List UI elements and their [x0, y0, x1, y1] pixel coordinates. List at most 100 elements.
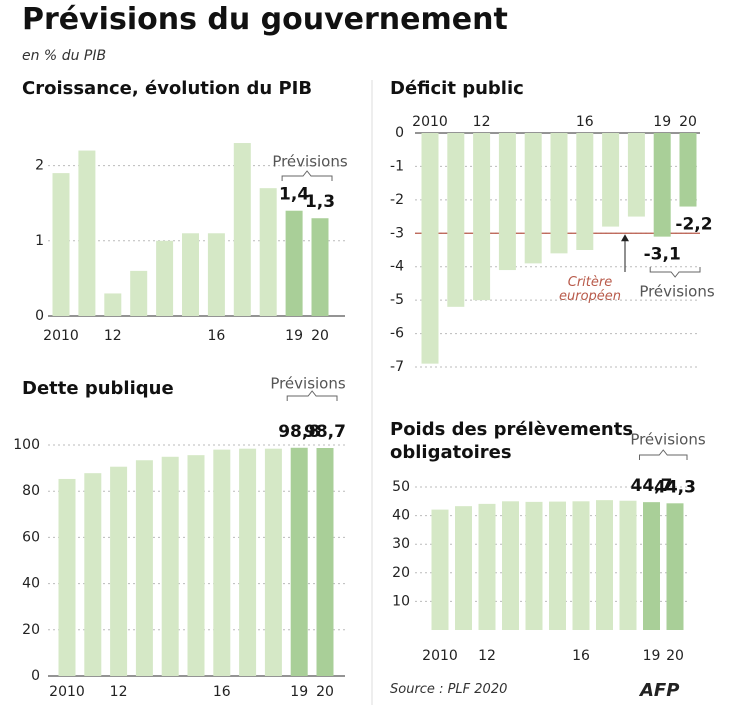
x-tick-label: 2010 [49, 684, 85, 700]
bar [156, 240, 174, 316]
annotation: Prévisions [630, 431, 706, 449]
bar [264, 448, 282, 676]
bar [135, 460, 153, 676]
bar [455, 506, 472, 630]
x-tick-label: 2010 [43, 328, 79, 344]
bar [602, 133, 620, 227]
source: Source : PLF 2020 [390, 682, 508, 697]
bar [290, 447, 308, 676]
bar [576, 133, 594, 250]
y-tick-label: -6 [390, 326, 404, 342]
value-label: 44,3 [654, 477, 696, 497]
x-tick-label: 20 [316, 684, 334, 700]
y-tick-label: 30 [392, 536, 410, 552]
bar [110, 466, 128, 676]
x-tick-label: 12 [473, 114, 491, 130]
bar [130, 270, 148, 316]
bar [549, 501, 566, 630]
main-title: Prévisions du gouvernement [22, 2, 508, 37]
value-label: 1,3 [305, 192, 335, 212]
panel-title: Croissance, évolution du PIB [22, 78, 313, 99]
bar [643, 502, 660, 630]
y-tick-label: -3 [390, 225, 404, 241]
bar [502, 501, 519, 630]
x-tick-label: 16 [576, 114, 594, 130]
bar [285, 210, 303, 316]
y-tick-label: -2 [390, 192, 404, 208]
x-tick-label: 16 [213, 684, 231, 700]
bar [572, 501, 590, 630]
bar [259, 188, 277, 316]
bar [421, 133, 439, 364]
panel-title: Poids des prélèvements obligatoires [390, 419, 634, 463]
bar [84, 473, 102, 676]
x-tick-label: 16 [572, 648, 590, 664]
y-tick-label: 10 [392, 593, 410, 609]
x-tick-label: 20 [666, 648, 684, 664]
y-tick-label: -7 [390, 359, 404, 375]
y-tick-label: 40 [22, 576, 40, 592]
value-label: -2,2 [675, 215, 712, 235]
value-label: 44,7 [631, 476, 673, 496]
bar [239, 448, 257, 676]
x-tick-label: 12 [104, 328, 122, 344]
x-tick-label: 16 [207, 328, 225, 344]
bar [182, 233, 199, 316]
bar [498, 133, 516, 271]
y-tick-label: 2 [35, 158, 44, 174]
x-tick-label: 19 [290, 684, 308, 700]
panel-title: Dette publique [22, 378, 174, 399]
y-tick-label: -1 [390, 158, 404, 174]
forecast-bracket [639, 449, 688, 460]
bar [316, 448, 334, 676]
y-tick-label: 0 [35, 308, 44, 324]
value-label: 98,7 [304, 422, 346, 442]
x-tick-label: 20 [679, 114, 697, 130]
bar [187, 455, 205, 676]
y-tick-label: 20 [392, 565, 410, 581]
x-tick-label: 19 [653, 114, 671, 130]
credit: AFP [640, 680, 680, 701]
y-tick-label: 50 [392, 479, 410, 495]
x-tick-label: 19 [285, 328, 303, 344]
bar [596, 500, 613, 630]
y-tick-label: 0 [31, 668, 40, 684]
bar [161, 456, 179, 676]
bar [679, 133, 697, 207]
y-tick-label: -4 [390, 259, 404, 275]
x-tick-label: 19 [643, 648, 661, 664]
x-tick-label: 2010 [412, 114, 448, 130]
y-tick-label: 1 [35, 233, 44, 249]
bar [473, 133, 491, 301]
annotation: Prévisions [272, 153, 348, 171]
y-tick-label: -5 [390, 292, 404, 308]
x-tick-label: 2010 [422, 648, 458, 664]
annotation: Prévisions [270, 375, 346, 393]
bar [627, 133, 645, 217]
value-label: -3,1 [644, 245, 681, 265]
bar [447, 133, 465, 307]
bar [207, 233, 225, 316]
value-label: 1,4 [279, 185, 309, 205]
bar [233, 143, 251, 316]
bar [653, 133, 671, 237]
y-tick-label: 60 [22, 529, 40, 545]
subtitle: en % du PIB [22, 48, 107, 64]
bar [550, 133, 568, 254]
bar [478, 503, 496, 630]
y-tick-label: 100 [13, 437, 40, 453]
bar [524, 133, 542, 264]
bar [104, 293, 122, 316]
x-tick-label: 20 [311, 328, 329, 344]
bar [58, 478, 76, 676]
forecast-bracket [649, 267, 701, 278]
bar [311, 218, 329, 316]
bar [666, 503, 684, 630]
reference-arrowhead [621, 234, 629, 242]
forecast-bracket [286, 390, 338, 401]
y-tick-label: 20 [22, 622, 40, 638]
bar [52, 173, 70, 316]
y-tick-label: 80 [22, 483, 40, 499]
